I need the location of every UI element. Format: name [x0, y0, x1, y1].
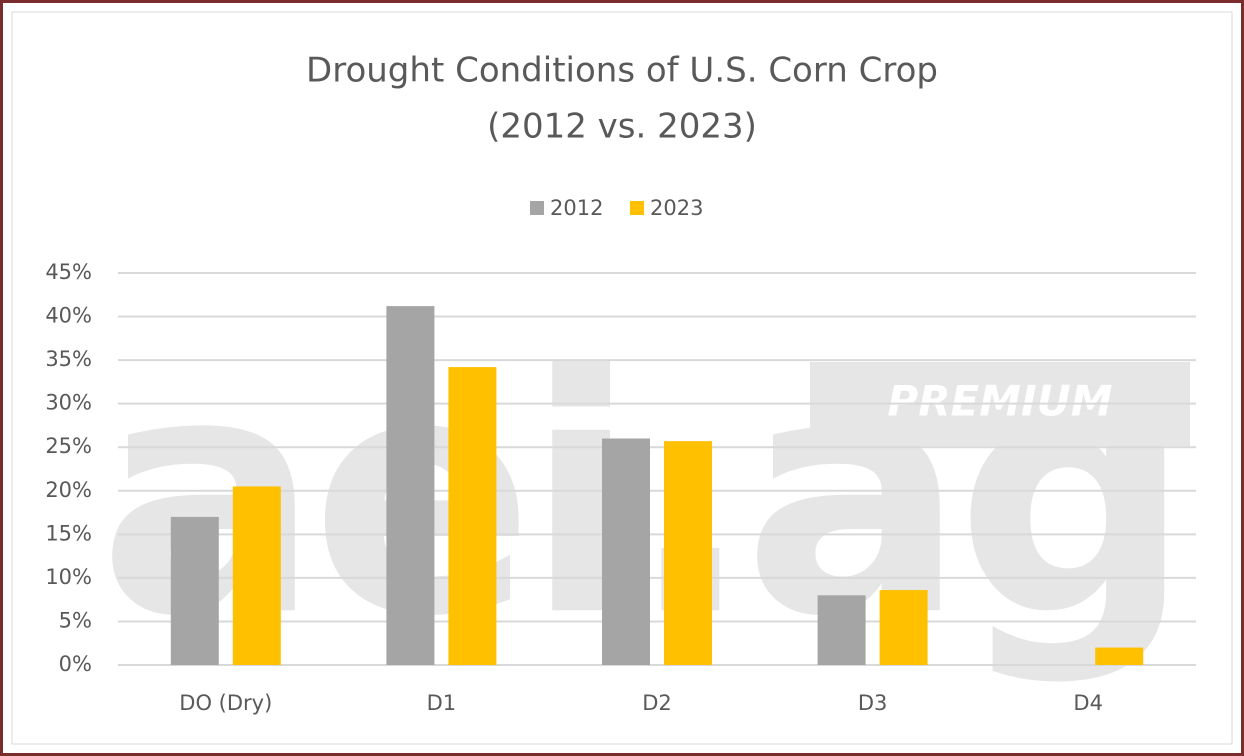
legend-swatch	[630, 201, 644, 215]
y-tick-label: 5%	[59, 608, 92, 632]
y-tick-label: 15%	[45, 521, 92, 545]
bar	[448, 367, 497, 665]
watermark-badge: PREMIUM	[887, 377, 1112, 426]
chart-title: Drought Conditions of U.S. Corn Crop	[306, 51, 938, 91]
legend-label: 2023	[650, 196, 703, 220]
y-tick-label: 25%	[45, 434, 92, 458]
x-tick-label: D1	[427, 691, 457, 715]
x-tick-label: D3	[858, 691, 888, 715]
bar	[170, 516, 219, 665]
y-tick-label: 35%	[45, 347, 92, 371]
bar	[817, 595, 866, 665]
x-tick-label: D4	[1073, 691, 1103, 715]
bar	[386, 306, 435, 665]
bar	[602, 438, 650, 665]
y-tick-label: 0%	[59, 652, 92, 676]
y-tick-label: 10%	[45, 565, 92, 589]
legend-label: 2012	[550, 196, 603, 220]
bar	[664, 441, 712, 665]
x-tick-label: D2	[642, 691, 672, 715]
chart-subtitle: (2012 vs. 2023)	[487, 107, 757, 147]
y-tick-label: 20%	[45, 478, 92, 502]
y-tick-label: 30%	[45, 391, 92, 415]
x-tick-label: DO (Dry)	[179, 691, 272, 715]
bar	[232, 486, 281, 665]
bar	[879, 590, 928, 665]
legend-swatch	[530, 201, 544, 215]
bar	[1095, 647, 1144, 665]
y-tick-label: 45%	[45, 260, 92, 284]
plot-frame	[11, 11, 1233, 745]
y-tick-label: 40%	[45, 304, 92, 328]
